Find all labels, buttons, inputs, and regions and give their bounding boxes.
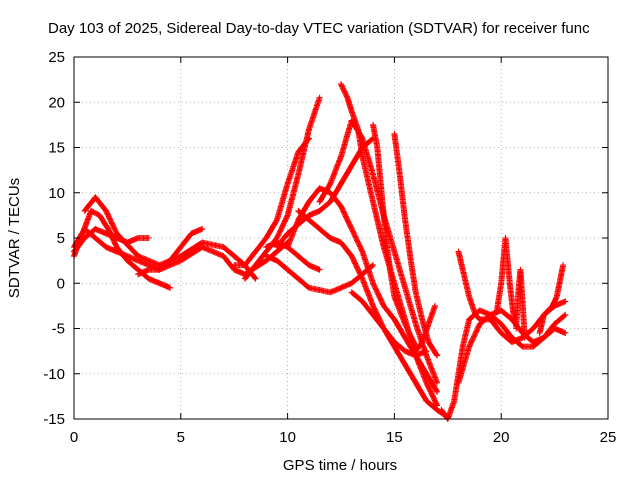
x-tick-label: 25 — [600, 429, 617, 446]
plus-markers — [513, 266, 528, 341]
series-track-19 — [438, 307, 569, 422]
y-tick-label: 5 — [57, 230, 65, 247]
y-tick-label: -5 — [52, 321, 65, 338]
plus-markers — [71, 207, 174, 291]
series-track-24 — [536, 262, 567, 336]
y-tick-label: 0 — [57, 275, 65, 292]
x-tick-label: 10 — [279, 429, 296, 446]
y-tick-label: 10 — [48, 185, 65, 202]
series-track-15 — [348, 289, 430, 359]
y-tick-label: 20 — [48, 94, 65, 111]
y-tick-label: 25 — [48, 49, 65, 66]
series-track-5 — [135, 225, 206, 278]
x-tick-label: 5 — [177, 429, 185, 446]
y-tick-label: -10 — [43, 366, 65, 383]
series-track-22 — [493, 235, 517, 323]
y-tick-label: -15 — [43, 411, 65, 428]
plus-markers — [412, 302, 438, 355]
grid-lines — [74, 57, 608, 419]
plus-markers — [231, 135, 312, 269]
x-tick-label: 0 — [70, 429, 78, 446]
plus-markers — [370, 121, 419, 350]
plus-markers — [536, 262, 567, 336]
series-track-21 — [455, 307, 569, 386]
chart-title: Day 103 of 2025, Sidereal Day-to-day VTE… — [48, 20, 590, 37]
y-axis-label: SDTVAR / TECUs — [6, 178, 23, 298]
x-tick-label: 20 — [493, 429, 510, 446]
data-points — [71, 81, 569, 422]
plus-markers — [135, 225, 206, 278]
series-track-18 — [412, 302, 438, 355]
series-track-6 — [231, 135, 312, 269]
series-track-2 — [71, 207, 174, 291]
y-axis-ticks: -15 -10 -5 0 5 10 15 20 25 — [43, 49, 608, 428]
x-axis-ticks: 0 5 10 15 20 25 — [70, 57, 617, 446]
x-tick-label: 15 — [386, 429, 403, 446]
plus-markers — [348, 289, 430, 359]
plus-markers — [438, 307, 569, 422]
plus-markers — [455, 307, 569, 386]
series-track-16 — [370, 121, 419, 350]
series-track-23 — [513, 266, 528, 341]
x-axis-label: GPS time / hours — [283, 457, 397, 474]
plus-markers — [493, 235, 517, 323]
y-tick-label: 15 — [48, 140, 65, 157]
